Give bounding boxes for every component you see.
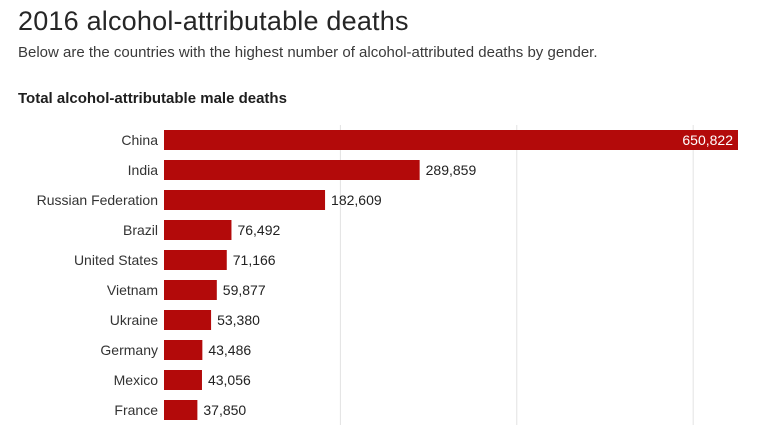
value-label: 182,609 <box>331 192 382 208</box>
value-label: 289,859 <box>426 162 477 178</box>
value-label: 37,850 <box>203 402 246 418</box>
category-label: United States <box>74 252 158 268</box>
value-label: 650,822 <box>682 132 733 148</box>
value-label: 43,056 <box>208 372 251 388</box>
bar <box>164 160 420 180</box>
bar <box>164 190 326 210</box>
category-label: India <box>128 162 159 178</box>
bar <box>164 340 203 360</box>
category-label: Brazil <box>123 222 158 238</box>
bar <box>164 400 198 420</box>
category-label: China <box>121 132 158 148</box>
category-label: Russian Federation <box>37 192 158 208</box>
category-label: France <box>114 402 158 418</box>
category-label: Vietnam <box>107 282 158 298</box>
chart-title: Total alcohol-attributable male deaths <box>18 90 287 107</box>
bar <box>164 130 738 150</box>
bar <box>164 280 217 300</box>
category-label: Germany <box>100 342 158 358</box>
value-label: 76,492 <box>237 222 280 238</box>
bar <box>164 370 202 390</box>
bar <box>164 310 212 330</box>
bar <box>164 220 232 240</box>
page-title: 2016 alcohol-attributable deaths <box>18 6 409 36</box>
category-label: Ukraine <box>110 312 158 328</box>
value-label: 59,877 <box>223 282 266 298</box>
category-label: Mexico <box>114 372 159 388</box>
value-label: 53,380 <box>217 312 260 328</box>
value-label: 43,486 <box>208 342 251 358</box>
value-label: 71,166 <box>233 252 276 268</box>
bar <box>164 250 227 270</box>
page-subtitle: Below are the countries with the highest… <box>18 44 598 61</box>
